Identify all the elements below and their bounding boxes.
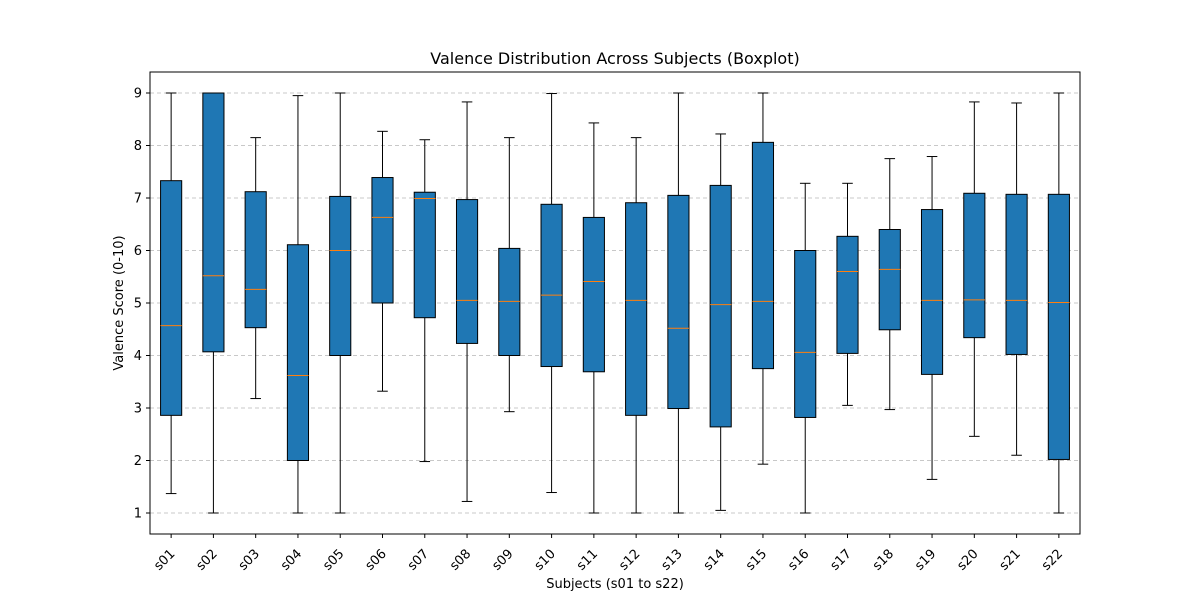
y-tick-label: 9 — [134, 87, 142, 102]
x-tick-label: s04 — [278, 547, 305, 574]
x-tick-label: s01 — [151, 547, 178, 574]
box-s19 — [920, 156, 944, 480]
x-axis-label: Subjects (s01 to s22) — [546, 577, 684, 592]
iqr-box — [625, 202, 648, 416]
x-tick-label: s10 — [532, 547, 559, 574]
y-axis: 1 2 3 4 5 6 7 8 9 — [134, 87, 150, 522]
box-series — [160, 92, 1070, 514]
box-s21 — [1005, 102, 1028, 456]
y-tick-label: 4 — [134, 349, 142, 364]
x-tick-label: s05 — [320, 547, 347, 574]
plot-frame — [149, 71, 1081, 535]
y-tick-label: 7 — [134, 192, 142, 207]
chart-title: Valence Distribution Across Subjects (Bo… — [430, 49, 799, 68]
y-tick-label: 5 — [134, 297, 142, 312]
iqr-box — [667, 194, 690, 410]
y-axis-label: Valence Score (0-10) — [112, 235, 127, 370]
iqr-box — [1047, 193, 1070, 460]
y-tick-label: 6 — [134, 244, 142, 259]
x-tick-label: s16 — [785, 547, 812, 574]
x-tick-label: s03 — [236, 547, 263, 574]
iqr-box — [794, 250, 817, 418]
iqr-box — [498, 247, 521, 356]
iqr-box — [582, 216, 605, 373]
box-s14 — [709, 133, 732, 511]
x-tick-label: s07 — [405, 547, 432, 574]
y-tick-label: 8 — [134, 139, 142, 154]
box-s03 — [244, 137, 267, 400]
iqr-box — [371, 177, 394, 304]
box-s04 — [286, 95, 310, 514]
x-tick-label: s22 — [1039, 547, 1066, 574]
iqr-box — [878, 229, 901, 331]
box-s13 — [667, 92, 690, 514]
box-s10 — [540, 93, 563, 494]
iqr-box — [836, 235, 859, 354]
iqr-box — [329, 195, 352, 356]
box-s15 — [751, 92, 775, 465]
x-tick-label: s21 — [997, 547, 1024, 574]
x-tick-label: s11 — [574, 547, 601, 574]
box-s02 — [202, 92, 225, 514]
box-s20 — [963, 101, 986, 437]
box-s09 — [498, 137, 521, 413]
iqr-box — [751, 141, 775, 370]
box-s01 — [160, 92, 183, 495]
box-s12 — [625, 137, 648, 514]
x-tick-label: s20 — [954, 547, 981, 574]
iqr-box — [286, 244, 310, 461]
box-s22 — [1047, 92, 1070, 514]
x-tick-label: s12 — [616, 547, 643, 574]
box-s05 — [329, 92, 352, 514]
x-tick-label: s17 — [828, 547, 855, 574]
y-tick-label: 1 — [134, 507, 142, 522]
iqr-box — [709, 184, 732, 428]
x-tick-label: s13 — [659, 547, 686, 574]
x-tick-label: s02 — [194, 547, 221, 574]
y-tick-label: 3 — [134, 402, 142, 417]
box-s16 — [794, 182, 817, 514]
iqr-box — [455, 199, 479, 344]
iqr-box — [920, 209, 944, 375]
iqr-box — [413, 191, 436, 319]
x-tick-label: s09 — [489, 547, 516, 574]
box-s18 — [878, 158, 901, 411]
iqr-box — [963, 192, 986, 339]
x-axis: s01 s02 s03 s04 s05 s06 s07 s08 s09 s10 s11 s12 s13 s… — [151, 534, 1066, 574]
x-tick-label: s19 — [912, 547, 939, 574]
box-s11 — [582, 122, 605, 514]
box-s06 — [371, 130, 394, 392]
iqr-box — [540, 203, 563, 368]
iqr-box — [1005, 193, 1028, 355]
x-tick-label: s18 — [870, 547, 897, 574]
x-tick-label: s08 — [447, 547, 474, 574]
x-tick-label: s14 — [701, 547, 728, 574]
iqr-box — [244, 191, 267, 329]
iqr-box — [202, 92, 225, 353]
x-tick-label: s06 — [363, 547, 390, 574]
box-s08 — [455, 101, 479, 502]
box-s17 — [836, 182, 859, 406]
iqr-box — [160, 180, 183, 416]
box-s07 — [413, 139, 436, 463]
y-tick-label: 2 — [134, 454, 142, 469]
x-tick-label: s15 — [743, 547, 770, 574]
